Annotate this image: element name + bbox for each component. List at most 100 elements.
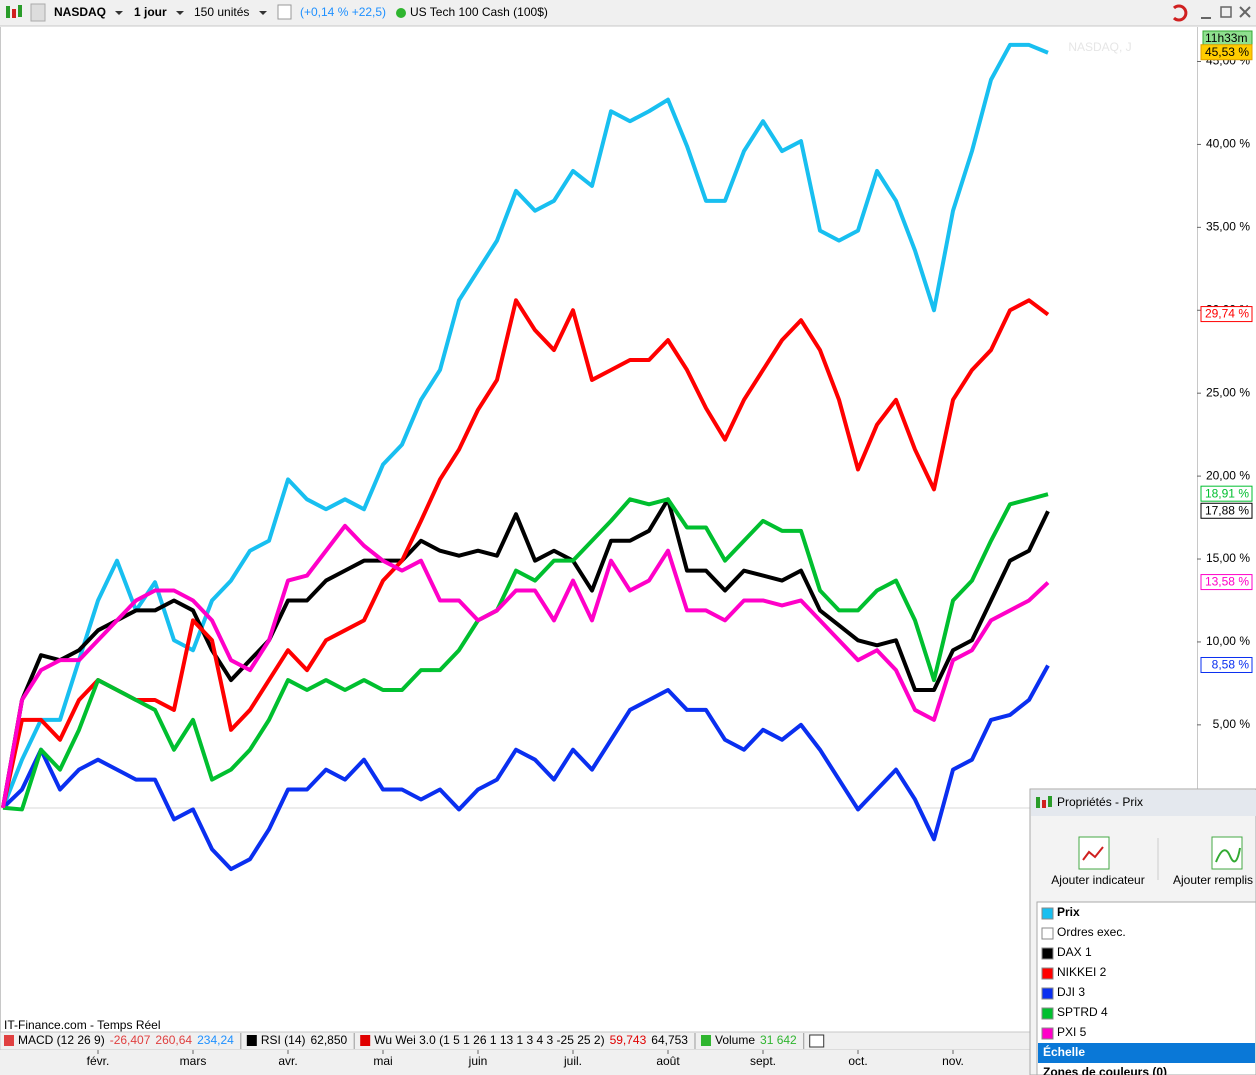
legend-swatch [1041, 907, 1054, 920]
legend-swatch [1041, 1027, 1054, 1040]
price-tag-label: 13,58 % [1205, 575, 1249, 589]
indicator-value: -26,407 [110, 1033, 151, 1047]
indicator-icon [246, 1035, 257, 1046]
price-tags: 45,53 % 17,88 % 29,74 % 8,58 % 18,91 % 13,58 … [1200, 44, 1253, 673]
y-tick-label: 15,00 % [1206, 551, 1250, 565]
indicator-value: 62,850 [311, 1033, 348, 1047]
indicator-value: 59,743 [610, 1033, 647, 1047]
button-icon[interactable] [1078, 836, 1110, 870]
window-button[interactable] [809, 1034, 825, 1048]
legend-swatch [1041, 947, 1054, 960]
source: IT-Finance.com - Temps Réel [4, 1018, 161, 1032]
x-tick-label: août [656, 1054, 680, 1068]
x-tick-label: mars [180, 1054, 207, 1068]
selected-row [1038, 1043, 1255, 1063]
price-tag-label: 8,58 % [1212, 658, 1250, 672]
dropdown-arrow[interactable] [115, 11, 123, 15]
indicator-name[interactable]: MACD (12 26 9) [18, 1033, 105, 1047]
indicator-name[interactable]: Wu Wei 3.0 (1 5 1 26 1 13 1 3 4 3 -25 25… [374, 1033, 604, 1047]
button-label[interactable]: Ajouter indicateur [1051, 873, 1144, 887]
dropdown-arrow[interactable] [176, 11, 184, 15]
price-tag [1200, 656, 1253, 673]
list-item[interactable]: Zones de couleurs (0) [1043, 1065, 1167, 1075]
series-line [2, 492, 1049, 812]
indicator-icon [360, 1035, 371, 1046]
panel-header [1031, 790, 1256, 816]
series-line [1, 497, 1050, 809]
indicator-value: 260,64 [155, 1033, 192, 1047]
x-tick-label: mai [373, 1054, 392, 1068]
x-tick-label: nov. [942, 1054, 964, 1068]
y-tick-label: 40,00 % [1206, 137, 1250, 151]
item-list-entries: Prix Ordres exec. DAX 1 NIKKEI 2 DJI 3 SPTRD … [1038, 905, 1255, 1075]
units[interactable]: 150 unités [194, 5, 249, 19]
plot [1, 42, 1050, 872]
sidebar-toggle[interactable] [30, 3, 46, 22]
price-tag [1200, 574, 1253, 591]
x-axis: févr. mars avr. mai juin juil. août sept. oct. no… [87, 1050, 964, 1068]
toolbar [0, 0, 1256, 26]
series-line [1, 664, 1050, 872]
list-item[interactable]: Prix [1057, 905, 1080, 919]
list-item[interactable]: NIKKEI 2 [1057, 965, 1107, 979]
button-icon[interactable] [1215, 847, 1241, 863]
price-tag-label: 18,91 % [1205, 486, 1249, 500]
info-icon[interactable] [277, 4, 292, 20]
y-tick-label: 10,00 % [1206, 634, 1250, 648]
panel-icon [1036, 797, 1040, 808]
list-item[interactable]: DJI 3 [1057, 985, 1085, 999]
list-item[interactable]: PXI 5 [1057, 1025, 1087, 1039]
y-tick-label: 20,00 % [1206, 468, 1250, 482]
series-line [1, 42, 1049, 809]
period[interactable]: 1 jour [134, 5, 167, 19]
x-tick-label: juil. [563, 1054, 582, 1068]
y-tick-label: 25,00 % [1206, 385, 1250, 399]
maximize[interactable] [1220, 6, 1232, 18]
y-tick-label: 5,00 % [1213, 717, 1251, 731]
properties-panel: Propriétés - Prix Ajouter indicateur Ajo… [1029, 788, 1256, 1075]
button-icon[interactable] [1082, 846, 1104, 861]
indicator-name[interactable]: RSI (14) [261, 1033, 306, 1047]
dropdown-arrow[interactable] [259, 11, 267, 15]
legend-swatch [1041, 1007, 1054, 1020]
series-line [1, 298, 1050, 809]
x-tick-label: févr. [87, 1054, 110, 1068]
price-tag [1200, 485, 1253, 502]
button-icon[interactable] [1211, 836, 1243, 870]
list-item[interactable]: Échelle [1043, 1044, 1085, 1059]
watermark: NASDAQ, J [1068, 40, 1131, 54]
list-item[interactable]: Ordres exec. [1057, 925, 1126, 939]
panel-icon [1048, 796, 1052, 807]
indicator-value: 234,24 [197, 1033, 234, 1047]
indicator-name[interactable]: Volume [715, 1033, 755, 1047]
timer: 11h33m [1205, 31, 1247, 45]
refresh-icon[interactable] [1172, 4, 1188, 22]
price-tag [1200, 306, 1253, 323]
instrument: US Tech 100 Cash (100$) [410, 5, 548, 19]
panel-icon [1042, 800, 1046, 808]
series-line [1, 523, 1050, 809]
price-tag-label: 29,74 % [1205, 307, 1249, 321]
x-tick-label: sept. [750, 1054, 776, 1068]
list-item[interactable]: SPTRD 4 [1057, 1005, 1108, 1019]
status-dot [396, 8, 406, 18]
price-tag-label: 45,53 % [1205, 45, 1249, 59]
y-axis: 5,00 %10,00 %15,00 %20,00 %25,00 %30,00 … [1197, 54, 1250, 731]
indicator-value: 64,753 [651, 1033, 688, 1047]
close[interactable] [1239, 6, 1251, 18]
chart-type-icon[interactable] [6, 5, 22, 18]
panel-title: Propriétés - Prix [1057, 795, 1143, 809]
indicator-icon [4, 1035, 14, 1046]
list-item[interactable]: DAX 1 [1057, 945, 1092, 959]
legend-swatch [1041, 987, 1054, 1000]
price-tag [1200, 44, 1253, 61]
symbol[interactable]: NASDAQ [54, 5, 106, 19]
add-fill-button[interactable]: Ajouter remplis [1173, 836, 1253, 887]
x-tick-label: avr. [278, 1054, 297, 1068]
x-tick-label: juin [468, 1054, 488, 1068]
x-tick-label: oct. [848, 1054, 867, 1068]
button-label[interactable]: Ajouter remplis [1173, 873, 1253, 887]
add-indicator-button[interactable]: Ajouter indicateur [1051, 836, 1145, 887]
